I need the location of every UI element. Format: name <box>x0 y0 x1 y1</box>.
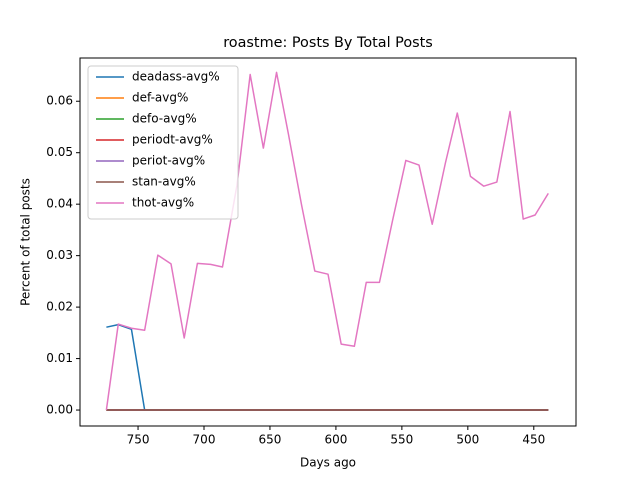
chart-title: roastme: Posts By Total Posts <box>223 35 433 51</box>
legend-label: defo-avg% <box>132 112 197 126</box>
legend-label: periot-avg% <box>132 154 205 168</box>
y-tick-label: 0.03 <box>46 248 73 262</box>
y-tick-label: 0.04 <box>46 197 73 211</box>
legend-label: periodt-avg% <box>132 133 213 147</box>
y-tick-label: 0.05 <box>46 145 73 159</box>
y-axis-label: Percent of total posts <box>19 178 33 306</box>
x-tick-label: 750 <box>127 433 150 447</box>
x-tick-label: 650 <box>259 433 282 447</box>
legend-label: stan-avg% <box>132 175 196 189</box>
x-tick-label: 700 <box>193 433 216 447</box>
y-tick-label: 0.02 <box>46 300 73 314</box>
legend-label: def-avg% <box>132 91 188 105</box>
plot-frame <box>79 57 577 427</box>
y-tick-label: 0.06 <box>46 94 73 108</box>
y-tick-label: 0.00 <box>46 403 73 417</box>
legend-box <box>87 65 239 220</box>
x-tick-label: 450 <box>522 433 545 447</box>
x-axis-label: Days ago <box>300 456 356 470</box>
legend-label: thot-avg% <box>132 196 194 210</box>
x-tick-label: 500 <box>456 433 479 447</box>
legend-label: deadass-avg% <box>132 70 220 84</box>
x-tick-label: 550 <box>390 433 413 447</box>
series-line <box>105 71 549 411</box>
x-tick-label: 600 <box>324 433 347 447</box>
y-tick-label: 0.01 <box>46 351 73 365</box>
